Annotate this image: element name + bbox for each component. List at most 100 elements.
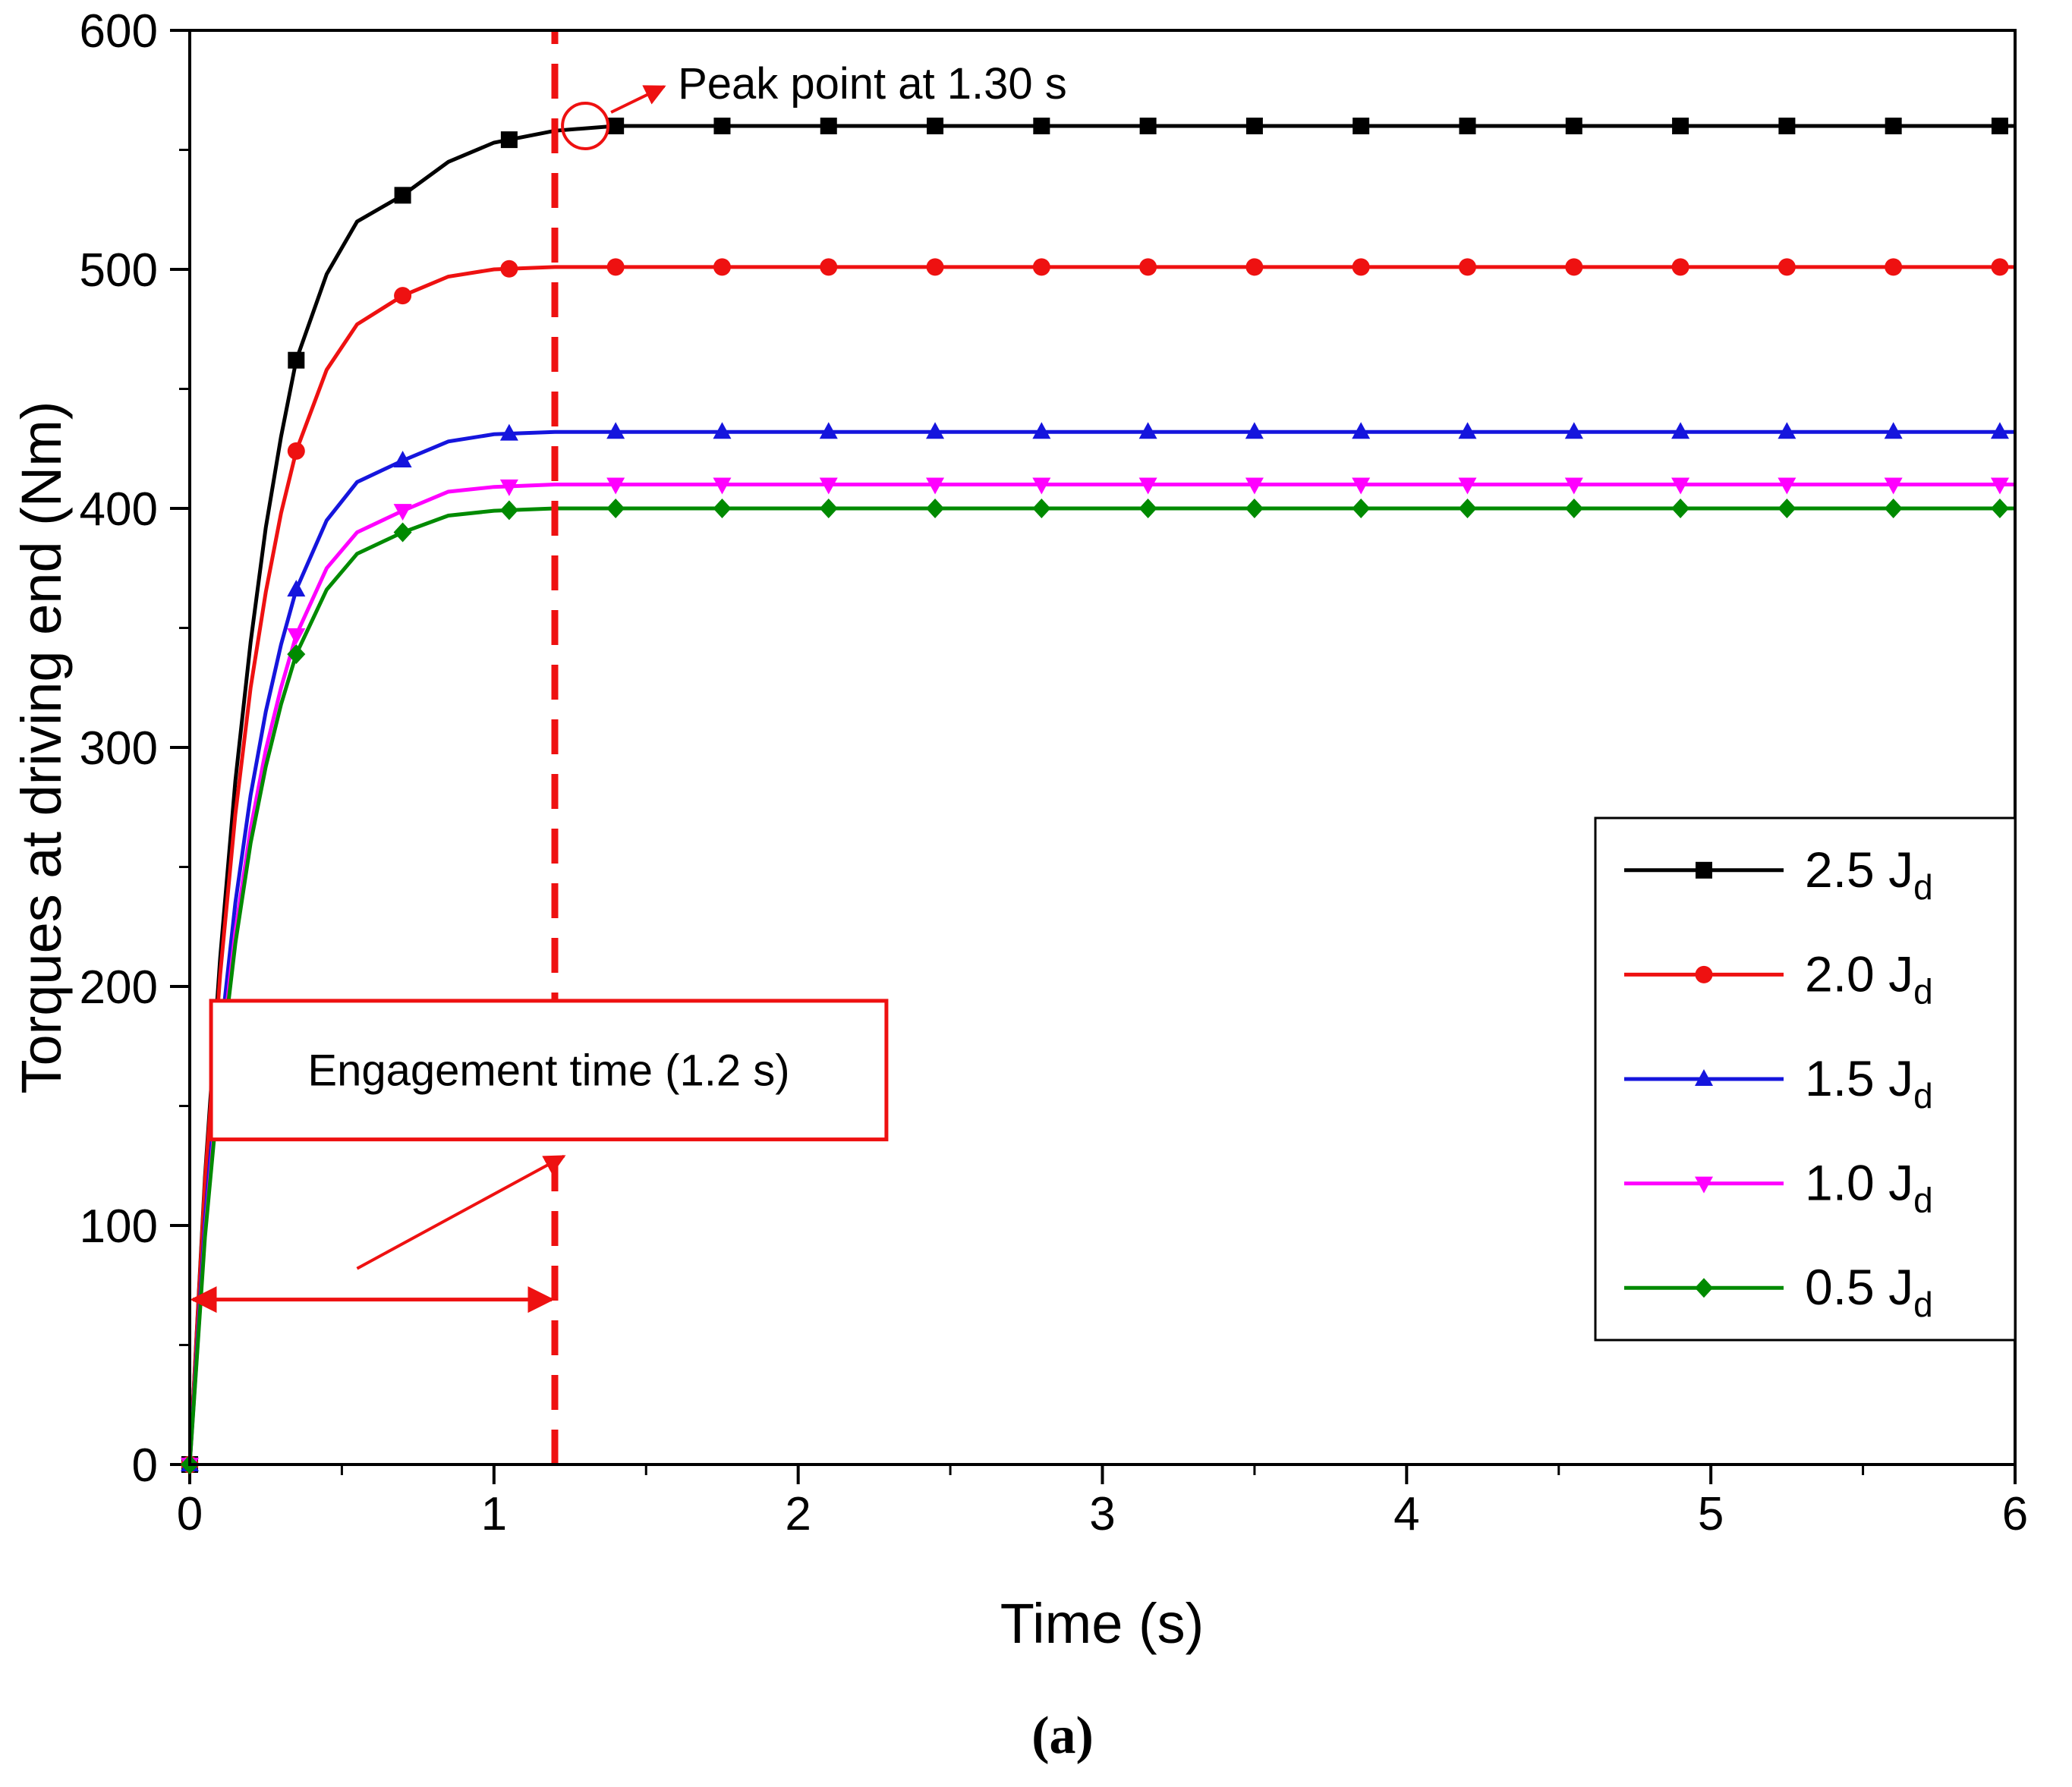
triangle-down-marker bbox=[819, 477, 838, 495]
diamond-marker bbox=[819, 499, 838, 518]
legend-entry-1.0-jd: 1.0 Jd bbox=[1624, 1155, 1933, 1220]
y-tick-label: 400 bbox=[80, 483, 158, 536]
square-marker bbox=[1885, 118, 1902, 134]
plot-frame bbox=[188, 29, 2017, 1466]
triangle-up-marker bbox=[1138, 422, 1157, 439]
triangle-down-marker bbox=[1990, 477, 2009, 495]
x-tick-label: 3 bbox=[1089, 1488, 1115, 1540]
peak-annotation-label: Peak point at 1.30 s bbox=[678, 59, 1067, 109]
x-tick-label: 5 bbox=[1698, 1488, 1724, 1540]
square-marker bbox=[1139, 118, 1157, 134]
square-marker bbox=[1352, 118, 1370, 134]
series-line bbox=[187, 265, 2015, 1465]
triangle-up-marker bbox=[713, 422, 732, 439]
circle-marker bbox=[287, 442, 305, 460]
legend-entry-label: 1.5 Jd bbox=[1805, 1050, 1933, 1115]
triangle-down-marker bbox=[499, 479, 518, 496]
circle-marker bbox=[606, 258, 625, 276]
triangle-down-marker bbox=[1138, 477, 1157, 495]
triangle-down-marker bbox=[1884, 477, 1903, 495]
y-tick-label: 100 bbox=[80, 1200, 158, 1253]
peak-point-circle bbox=[561, 102, 610, 150]
diamond-marker bbox=[1884, 499, 1903, 518]
y-tick-label: 0 bbox=[132, 1439, 158, 1492]
circle-marker bbox=[1671, 258, 1689, 276]
square-marker bbox=[1991, 118, 2008, 134]
triangle-up-marker bbox=[1564, 422, 1583, 439]
figure-caption: (a) bbox=[1031, 1707, 1094, 1765]
engagement-label: Engagement time (1.2 s) bbox=[307, 1046, 789, 1095]
x-tick-label: 1 bbox=[481, 1488, 507, 1540]
square-marker bbox=[1245, 118, 1263, 134]
triangle-down-marker bbox=[1458, 477, 1477, 495]
diamond-marker bbox=[1458, 499, 1477, 518]
triangle-up-marker bbox=[1671, 422, 1690, 439]
y-tick-label: 200 bbox=[80, 961, 158, 1014]
triangle-up-marker bbox=[926, 422, 945, 439]
circle-marker bbox=[1778, 258, 1796, 276]
y-axis-label: Torques at driving end (Nm) bbox=[10, 401, 73, 1093]
square-marker bbox=[1459, 118, 1476, 134]
triangle-down-marker bbox=[1245, 477, 1264, 495]
triangle-up-marker bbox=[1352, 422, 1371, 439]
diamond-marker bbox=[1564, 499, 1583, 518]
diamond-marker bbox=[1778, 499, 1796, 518]
square-marker bbox=[500, 131, 518, 149]
diamond-marker bbox=[1352, 499, 1371, 518]
triangle-up-marker bbox=[287, 580, 306, 597]
engagement-pointer-arrow bbox=[356, 1154, 566, 1270]
square-marker bbox=[394, 187, 411, 204]
diamond-marker bbox=[713, 499, 732, 518]
x-tick-label: 0 bbox=[177, 1488, 203, 1540]
triangle-down-marker bbox=[1671, 477, 1690, 495]
diamond-marker bbox=[1138, 499, 1157, 518]
x-axis-label: Time (s) bbox=[1000, 1592, 1204, 1655]
square-marker bbox=[288, 351, 305, 369]
triangle-up-marker bbox=[1990, 422, 2009, 439]
square-marker bbox=[713, 118, 731, 134]
legend-entry-label: 0.5 Jd bbox=[1805, 1259, 1933, 1324]
triangle-up-marker bbox=[1695, 1069, 1713, 1086]
diamond-marker bbox=[606, 499, 625, 518]
engagement-label-box bbox=[209, 999, 889, 1142]
series-line bbox=[187, 124, 2015, 1465]
triangle-up-marker bbox=[819, 422, 838, 439]
triangle-up-marker bbox=[1884, 422, 1903, 439]
circle-marker bbox=[1032, 258, 1050, 276]
series-2.0-jd bbox=[181, 258, 2015, 1474]
diamond-marker bbox=[1695, 1278, 1713, 1298]
triangle-up-marker bbox=[606, 422, 625, 439]
diamond-marker bbox=[926, 499, 945, 518]
legend-entry-label: 2.0 Jd bbox=[1805, 945, 1933, 1011]
x-tick-label: 4 bbox=[1393, 1488, 1419, 1540]
circle-marker bbox=[500, 260, 518, 278]
diamond-marker bbox=[1245, 499, 1264, 518]
diamond-marker bbox=[393, 522, 412, 543]
diamond-marker bbox=[1990, 499, 2009, 518]
peak-annotation-arrow bbox=[610, 85, 666, 114]
triangle-down-marker bbox=[393, 504, 412, 521]
x-tick-label: 2 bbox=[785, 1488, 811, 1540]
circle-marker bbox=[1245, 258, 1264, 276]
triangle-up-marker bbox=[1032, 422, 1051, 439]
circle-marker bbox=[1885, 258, 1903, 276]
diamond-marker bbox=[499, 500, 518, 521]
legend-entry-label: 1.0 Jd bbox=[1805, 1155, 1933, 1220]
triangle-up-marker bbox=[1458, 422, 1477, 439]
diamond-marker bbox=[287, 644, 306, 665]
triangle-down-marker bbox=[1564, 477, 1583, 495]
circle-marker bbox=[1991, 258, 2009, 276]
diamond-marker bbox=[1671, 499, 1690, 518]
circle-marker bbox=[926, 258, 944, 276]
triangle-down-marker bbox=[606, 477, 625, 495]
triangle-down-marker bbox=[1352, 477, 1371, 495]
circle-marker bbox=[820, 258, 838, 276]
y-tick-label: 500 bbox=[80, 244, 158, 297]
plot-area: 0 100 200 300 400 500 600 0 1 2 3 4 5 6 Peak point at … bbox=[80, 5, 2029, 1540]
triangle-down-marker bbox=[1778, 477, 1796, 495]
triangle-down-marker bbox=[1695, 1176, 1713, 1194]
y-tick-label: 300 bbox=[80, 722, 158, 775]
circle-marker bbox=[1695, 965, 1713, 983]
square-marker bbox=[1033, 118, 1050, 134]
